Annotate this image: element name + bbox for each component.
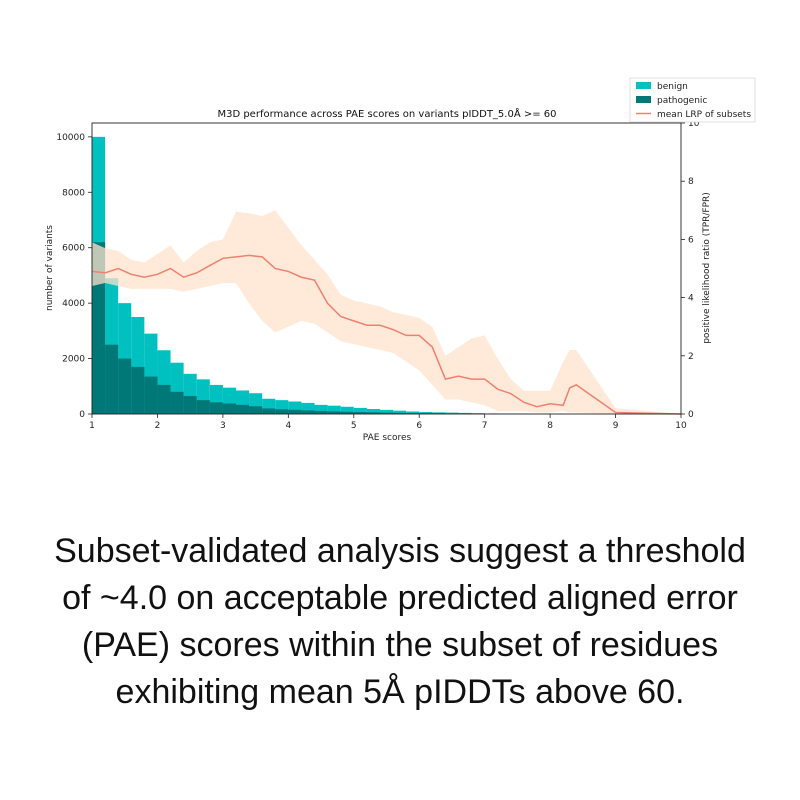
x-tick-label: 6 <box>416 421 422 431</box>
pathogenic-bar <box>275 409 289 414</box>
pathogenic-bar <box>301 410 315 414</box>
x-tick-label: 4 <box>285 421 291 431</box>
legend-label-pathogenic: pathogenic <box>657 96 707 106</box>
x-tick-label: 9 <box>613 421 619 431</box>
y-tick-label: 10000 <box>56 133 85 143</box>
x-tick-label: 3 <box>220 421 226 431</box>
y2-tick-label: 6 <box>688 235 694 245</box>
x-tick-label: 10 <box>675 421 687 431</box>
pae-chart: 1 2 3 4 5 6 7 8 9 1002000400060008000100000246810… <box>45 77 756 443</box>
chart-title: M3D performance across PAE scores on var… <box>217 107 556 120</box>
pathogenic-bar <box>249 406 263 414</box>
y-tick-label: 2000 <box>62 355 85 365</box>
x-tick-label: 8 <box>547 421 553 431</box>
pathogenic-bar <box>131 366 145 414</box>
benign-bar <box>366 409 380 414</box>
y2-tick-label: 8 <box>688 177 694 187</box>
benign-bar <box>432 412 446 414</box>
pathogenic-bar <box>379 412 394 414</box>
pathogenic-bar <box>196 400 210 414</box>
y2-tick-label: 2 <box>688 352 694 362</box>
legend-swatch-pathogenic <box>636 96 651 103</box>
pathogenic-bar <box>353 412 367 414</box>
y2-tick-label: 4 <box>688 294 694 304</box>
benign-bar <box>419 412 433 414</box>
y2-tick-label: 10 <box>688 119 700 129</box>
pathogenic-bar <box>340 411 354 414</box>
pathogenic-bar <box>288 409 302 414</box>
plot-frame <box>91 122 682 415</box>
caption: Subset-validated analysis suggest a thre… <box>54 532 746 711</box>
x-tick-label: 2 <box>155 421 161 431</box>
lrp-mean-line <box>91 254 682 415</box>
pathogenic-bar <box>327 411 341 414</box>
pathogenic-bar <box>105 344 119 414</box>
benign-bar <box>301 402 315 414</box>
pathogenic-bar <box>183 395 197 414</box>
benign-bar <box>379 409 394 414</box>
pathogenic-bar <box>209 402 223 414</box>
y-tick-label: 0 <box>79 410 85 420</box>
pathogenic-bar <box>393 412 407 414</box>
y2-axis-label: positive likelihood ratio (TPR/FPR) <box>702 192 712 344</box>
legend-swatch-benign <box>636 82 651 89</box>
benign-bar <box>445 412 459 414</box>
pathogenic-bar <box>366 412 380 414</box>
pathogenic-bar <box>118 358 132 414</box>
y-tick-label: 6000 <box>62 244 85 254</box>
legend: benign pathogenic mean LRP of subsets <box>629 77 756 123</box>
benign-bar <box>353 407 367 414</box>
y-tick-label: 4000 <box>62 299 85 309</box>
pathogenic-bar <box>406 413 420 414</box>
benign-bar <box>406 411 420 414</box>
legend-label-benign: benign <box>657 82 688 92</box>
benign-bar <box>327 405 341 414</box>
pathogenic-bar <box>235 404 250 414</box>
benign-bar <box>393 410 407 414</box>
benign-bar <box>340 406 354 414</box>
pathogenic-bar <box>170 391 184 414</box>
pathogenic-bar <box>144 376 158 414</box>
x-tick-label: 1 <box>89 421 95 431</box>
benign-bar <box>458 412 472 414</box>
x-axis-label: PAE scores <box>363 433 412 443</box>
benign-bar <box>314 404 328 414</box>
legend-label-lrp: mean LRP of subsets <box>657 110 751 120</box>
x-tick-label: 5 <box>351 421 357 431</box>
y2-tick-label: 0 <box>688 410 694 420</box>
pathogenic-bar <box>314 410 328 414</box>
x-tick-label: 7 <box>482 421 488 431</box>
pathogenic-bar <box>262 408 276 414</box>
y-tick-label: 8000 <box>62 188 85 198</box>
pathogenic-bar <box>157 384 171 414</box>
y-axis-label: number of variants <box>45 225 55 311</box>
pathogenic-bar <box>222 403 236 414</box>
lrp-confidence-band <box>92 210 681 414</box>
